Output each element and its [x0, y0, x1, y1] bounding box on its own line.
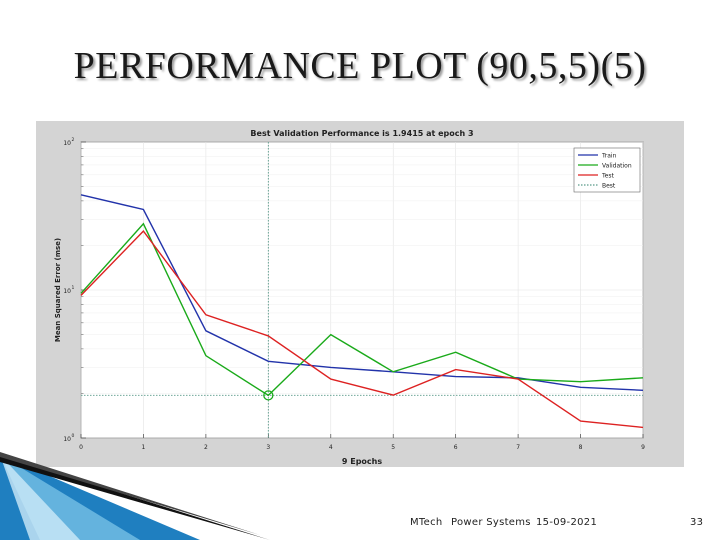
series-line-test — [80, 230, 644, 429]
y-tick-label: 10 — [63, 436, 71, 443]
y-tick-exponent: 0 — [72, 433, 75, 439]
x-tick-label: 5 — [391, 444, 395, 451]
x-tick-label: 0 — [79, 444, 83, 451]
footer-page-number: 33 — [690, 517, 704, 528]
legend-label-validation: Validation — [602, 163, 632, 170]
legend-label-best: Best — [602, 183, 616, 190]
corner-decoration — [0, 452, 270, 540]
performance-plot: 0 1 2 3 4 5 6 7 8 9 10 0 10 1 10 2 Best Validation Perf… — [36, 121, 684, 467]
x-tick-label: 2 — [204, 444, 208, 451]
y-tick-exponent: 1 — [72, 285, 75, 291]
x-axis-label: 9 Epochs — [342, 457, 382, 466]
footer-dept: Power Systems — [451, 517, 531, 528]
x-tick-label: 3 — [266, 444, 270, 451]
y-tick-label: 10 — [63, 288, 71, 295]
chart-title: Best Validation Performance is 1.9415 at… — [250, 129, 473, 138]
legend: Train Validation Test Best — [573, 147, 641, 193]
y-axis-label: Mean Squared Error (mse) — [54, 238, 62, 342]
slide-title: PERFORMANCE PLOT (90,5,5)(5) — [73, 45, 647, 87]
legend-label-train: Train — [601, 153, 617, 160]
x-tick-label: 7 — [516, 444, 520, 451]
series-line-validation — [80, 222, 644, 397]
grid — [80, 141, 644, 439]
x-tick-label: 4 — [329, 444, 333, 451]
y-tick-label: 10 — [63, 140, 71, 147]
x-tick-label: 8 — [579, 444, 583, 451]
series-line-train — [80, 194, 644, 391]
footer-date: 15-09-2021 — [536, 517, 598, 528]
y-tick-exponent: 2 — [72, 137, 75, 143]
best-point-marker — [263, 390, 274, 401]
x-tick-label: 6 — [454, 444, 458, 451]
series-layer — [80, 142, 644, 438]
x-tick-label: 9 — [641, 444, 645, 451]
footer-course: MTech — [410, 517, 443, 528]
legend-label-test: Test — [601, 173, 614, 180]
x-tick-label: 1 — [142, 444, 146, 451]
